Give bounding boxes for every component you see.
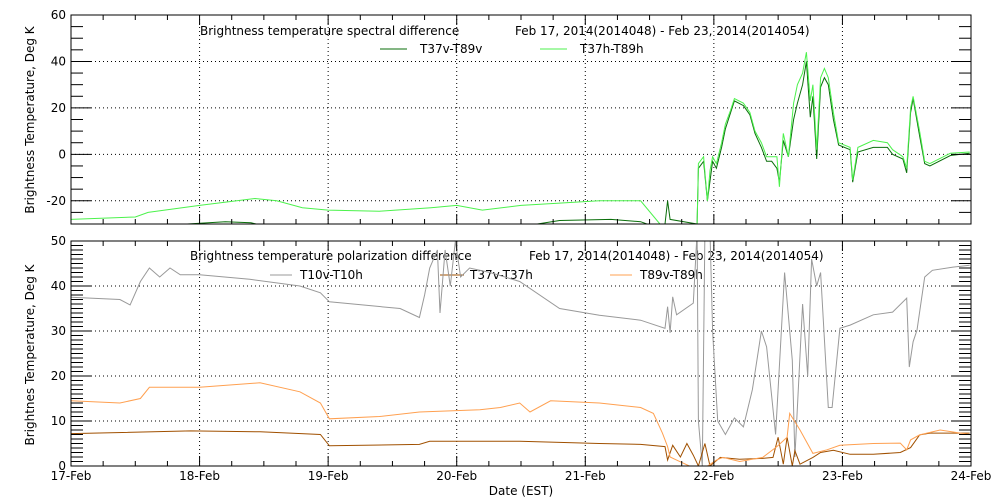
y-tick-label: 10 [51, 414, 66, 428]
legend-label-t89v-t89h: T89v-T89h [639, 268, 703, 282]
series-line-t89v-t89h [71, 382, 970, 466]
y-tick-label: 40 [51, 279, 66, 293]
x-tick-label: 17-Feb [51, 469, 92, 483]
y-tick-label: 20 [51, 101, 66, 115]
y-tick-label: -20 [46, 194, 66, 208]
polarization-difference-panel: Brightness temperature polarization diff… [23, 234, 992, 498]
series-line-t37h-t89h [71, 52, 970, 224]
panel-date-range: Feb 17, 2014(2014048) - Feb 23, 2014(201… [529, 249, 824, 263]
y-axis-label: Brightnes Temperature, Deg K [23, 263, 37, 445]
y-tick-label: 40 [51, 54, 66, 68]
plot-frame [70, 14, 972, 225]
x-tick-label: 23-Feb [822, 469, 863, 483]
x-tick-label: 22-Feb [693, 469, 734, 483]
x-tick-label: 18-Feb [179, 469, 220, 483]
y-axis-label: Brightness Temperature, Deg K [23, 25, 37, 213]
x-tick-label: 19-Feb [308, 469, 349, 483]
x-tick-label: 24-Feb [951, 469, 992, 483]
x-axis-label: Date (EST) [489, 484, 553, 498]
y-tick-label: 50 [51, 234, 66, 248]
y-tick-label: 60 [51, 8, 66, 22]
series-line-t10v-t10h [71, 241, 970, 466]
spectral-difference-panel: Brightness temperature spectral differen… [23, 8, 972, 225]
legend-label-t10v-t10h: T10v-T10h [299, 268, 363, 282]
x-tick-label: 21-Feb [565, 469, 606, 483]
panel-title: Brightness temperature polarization diff… [190, 249, 472, 263]
legend-label-t37h-t89h: T37h-T89h [579, 42, 644, 56]
panel-title: Brightness temperature spectral differen… [200, 24, 459, 38]
y-tick-label: 0 [58, 147, 66, 161]
series-line-t37v-t37h [71, 430, 970, 466]
legend-label-t37v-t89v: T37v-T89v [419, 42, 482, 56]
y-tick-label: 0 [58, 459, 66, 473]
x-tick-label: 20-Feb [436, 469, 477, 483]
y-tick-label: 30 [51, 324, 66, 338]
y-tick-label: 20 [51, 369, 66, 383]
panel-date-range: Feb 17, 2014(2014048) - Feb 23, 2014(201… [515, 24, 810, 38]
